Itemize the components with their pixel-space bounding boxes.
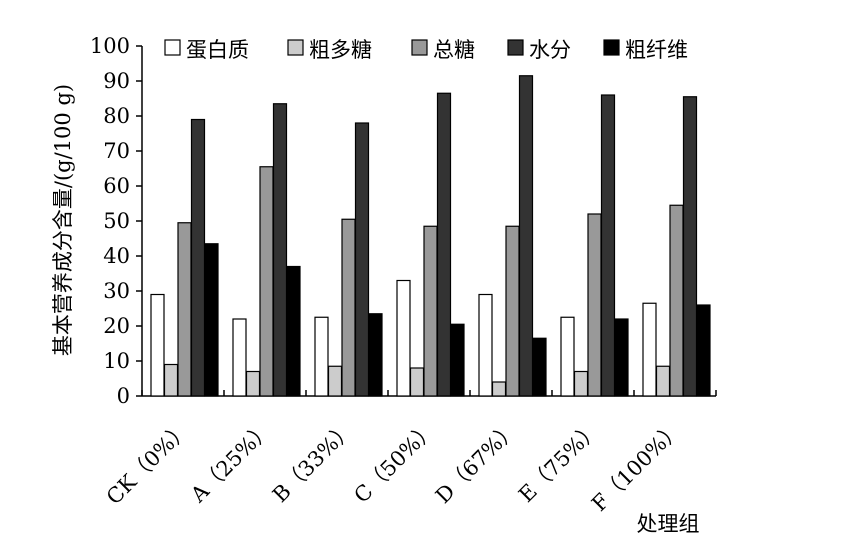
bar xyxy=(272,103,288,397)
bar xyxy=(573,370,589,397)
bar xyxy=(409,367,425,397)
bar xyxy=(314,316,329,397)
y-tick-label: 70 xyxy=(103,139,130,163)
legend-swatch xyxy=(287,39,304,56)
legend: 蛋白质 粗多糖 总糖 水分 粗纤维 xyxy=(164,38,688,62)
bar xyxy=(614,318,629,397)
y-tick-label: 50 xyxy=(103,209,130,233)
legend-label: 蛋白质 xyxy=(186,38,249,62)
legend-swatch xyxy=(603,39,620,56)
x-axis: CK（0%）A（25%）B（33%）C（50%）D（67%）E（75%）F（10… xyxy=(102,390,717,516)
y-axis-label: 基本营养成分含量/(g/100 g) xyxy=(51,84,75,356)
bar xyxy=(450,323,465,397)
y-tick-label: 30 xyxy=(103,279,130,303)
y-axis: 0 10 20 30 40 50 60 70 80 90 100 xyxy=(90,34,143,408)
legend-label: 水分 xyxy=(529,38,571,62)
bar xyxy=(286,265,301,397)
bar xyxy=(560,316,575,397)
legend-swatch xyxy=(164,39,181,56)
bar xyxy=(232,318,247,397)
x-tick-label: C（50%） xyxy=(349,417,440,508)
legend-swatch xyxy=(507,39,524,56)
bar xyxy=(177,222,192,397)
x-tick-label: CK（0%） xyxy=(102,417,195,510)
bar xyxy=(396,279,411,397)
y-tick-label: 80 xyxy=(103,104,130,128)
bar xyxy=(354,122,370,397)
bar xyxy=(150,293,165,397)
bar xyxy=(327,365,343,397)
bar xyxy=(368,313,383,397)
legend-label: 总糖 xyxy=(433,38,475,62)
x-tick-label: D（67%） xyxy=(431,417,523,509)
bar xyxy=(259,166,274,397)
x-axis-label: 处理组 xyxy=(637,512,700,536)
legend-label: 粗多糖 xyxy=(309,38,372,62)
bar xyxy=(600,94,616,397)
bar xyxy=(655,365,671,397)
y-tick-label: 10 xyxy=(103,349,130,373)
bars xyxy=(150,75,711,397)
legend-swatch xyxy=(411,39,428,56)
bar xyxy=(505,225,520,397)
bar xyxy=(642,302,657,397)
bar xyxy=(532,337,547,397)
bar xyxy=(478,293,493,397)
bar xyxy=(163,363,179,397)
bar xyxy=(245,370,261,397)
bar xyxy=(587,213,602,397)
legend-label: 粗纤维 xyxy=(625,38,688,62)
bar xyxy=(341,218,356,397)
bar xyxy=(204,243,219,397)
bar xyxy=(436,92,452,397)
y-tick-label: 20 xyxy=(103,314,130,338)
bar xyxy=(423,225,438,397)
x-tick-label: B（33%） xyxy=(268,417,359,508)
y-tick-label: 90 xyxy=(103,69,130,93)
bar xyxy=(682,96,698,397)
y-tick-label: 60 xyxy=(103,174,130,198)
y-tick-label: 40 xyxy=(103,244,130,268)
y-tick-label: 0 xyxy=(117,384,130,408)
bar xyxy=(669,204,684,397)
bar xyxy=(518,75,534,397)
y-tick-label: 100 xyxy=(90,34,130,58)
bar xyxy=(696,304,711,397)
x-tick-label: E（75%） xyxy=(514,417,605,508)
bar xyxy=(491,381,507,397)
x-tick-label: A（25%） xyxy=(185,417,276,508)
bar xyxy=(190,118,206,397)
